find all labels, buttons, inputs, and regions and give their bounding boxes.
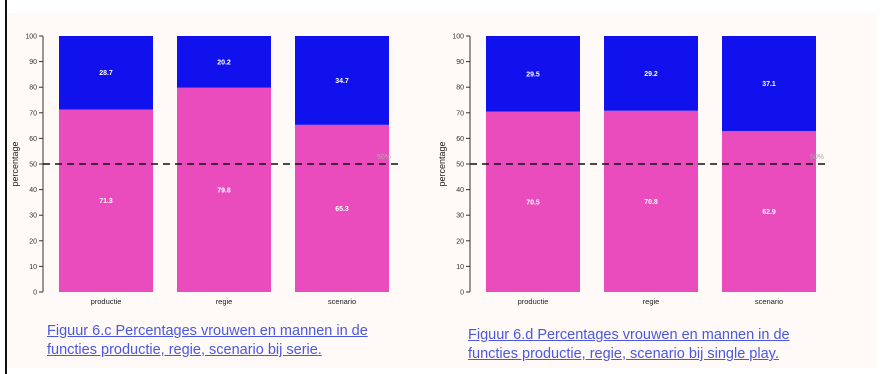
caption-serie-line-1[interactable]: Figuur 6.c Percentages vrouwen en mannen… [47,323,368,339]
bar-productie-segment-1 [59,36,153,110]
chart-single-play: 0 10 20 30 40 50 60 70 80 90 100 percentage 70.5 29.5… [437,34,828,306]
data-label-regie-segment-1: 29.2 [644,71,658,78]
y-tick-label: 90 [456,59,464,66]
data-label-productie-segment-1: 29.5 [526,71,540,78]
data-label-productie-segment-0: 70.5 [526,199,540,206]
chart-serie: 0 10 20 30 40 50 60 70 80 90 100 percentage 71.3 28.7… [10,34,400,306]
y-tick-label: 0 [460,290,464,297]
data-label-productie-segment-0: 71.3 [99,198,113,205]
x-tick-label-scenario: scenario [328,297,356,306]
data-label-scenario-segment-1: 34.7 [335,78,349,85]
bar-scenario-segment-1 [722,36,816,131]
x-tick-label-regie: regie [216,297,233,306]
y-tick-label: 40 [456,187,464,194]
data-label-scenario-segment-0: 65.3 [335,206,349,213]
y-axis-label: percentage [437,141,447,186]
data-label-scenario-segment-0: 62.9 [762,209,776,216]
bar-scenario-segment-0 [722,130,816,292]
bar-scenario-segment-1 [295,36,389,125]
data-label-regie-segment-0: 70.8 [644,199,658,206]
y-tick-label: 50 [29,162,37,169]
y-tick-label: 10 [29,264,37,271]
data-label-scenario-segment-1: 37.1 [762,81,776,88]
left-border-line [5,0,7,374]
x-tick-label-productie: productie [518,297,549,306]
bar-productie-segment-1 [486,36,580,112]
bar-regie-segment-0 [177,87,271,292]
y-tick-label: 100 [25,34,37,41]
y-tick-label: 100 [452,34,464,41]
y-tick-label: 40 [29,187,37,194]
y-tick-label: 70 [29,110,37,117]
data-label-regie-segment-0: 79.8 [217,187,231,194]
y-tick-label: 60 [29,136,37,143]
y-tick-label: 80 [29,85,37,92]
y-axis-label: percentage [10,141,20,186]
caption-serie-line-2[interactable]: functies productie, regie, scenario bij … [47,342,322,358]
bar-productie-segment-0 [59,109,153,292]
bar-regie-segment-1 [177,36,271,88]
y-tick-label: 30 [29,213,37,220]
bar-regie-segment-1 [604,36,698,111]
y-tick-label: 30 [456,213,464,220]
caption-single-play[interactable]: Figuur 6.d Percentages vrouwen en mannen… [468,326,790,364]
y-tick-label: 70 [456,110,464,117]
bar-scenario-segment-0 [295,124,389,292]
data-label-regie-segment-1: 20.2 [217,59,231,66]
y-tick-label: 20 [456,238,464,245]
y-tick-label: 80 [456,85,464,92]
bar-productie-segment-0 [486,111,580,293]
caption-single-play-line-1[interactable]: Figuur 6.d Percentages vrouwen en mannen… [468,327,790,343]
caption-single-play-line-2[interactable]: functies productie, regie, scenario bij … [468,346,779,362]
y-tick-label: 0 [33,290,37,297]
y-tick-label: 90 [29,59,37,66]
x-tick-label-scenario: scenario [755,297,783,306]
x-tick-label-productie: productie [91,297,122,306]
reference-line-label: 50% [810,154,824,161]
y-tick-label: 10 [456,264,464,271]
caption-serie[interactable]: Figuur 6.c Percentages vrouwen en mannen… [47,322,368,360]
y-tick-label: 20 [29,238,37,245]
data-label-productie-segment-1: 28.7 [99,70,113,77]
y-tick-label: 50 [456,162,464,169]
x-tick-label-regie: regie [643,297,660,306]
reference-line-label: 50% [377,154,391,161]
y-tick-label: 60 [456,136,464,143]
bar-regie-segment-0 [604,110,698,292]
